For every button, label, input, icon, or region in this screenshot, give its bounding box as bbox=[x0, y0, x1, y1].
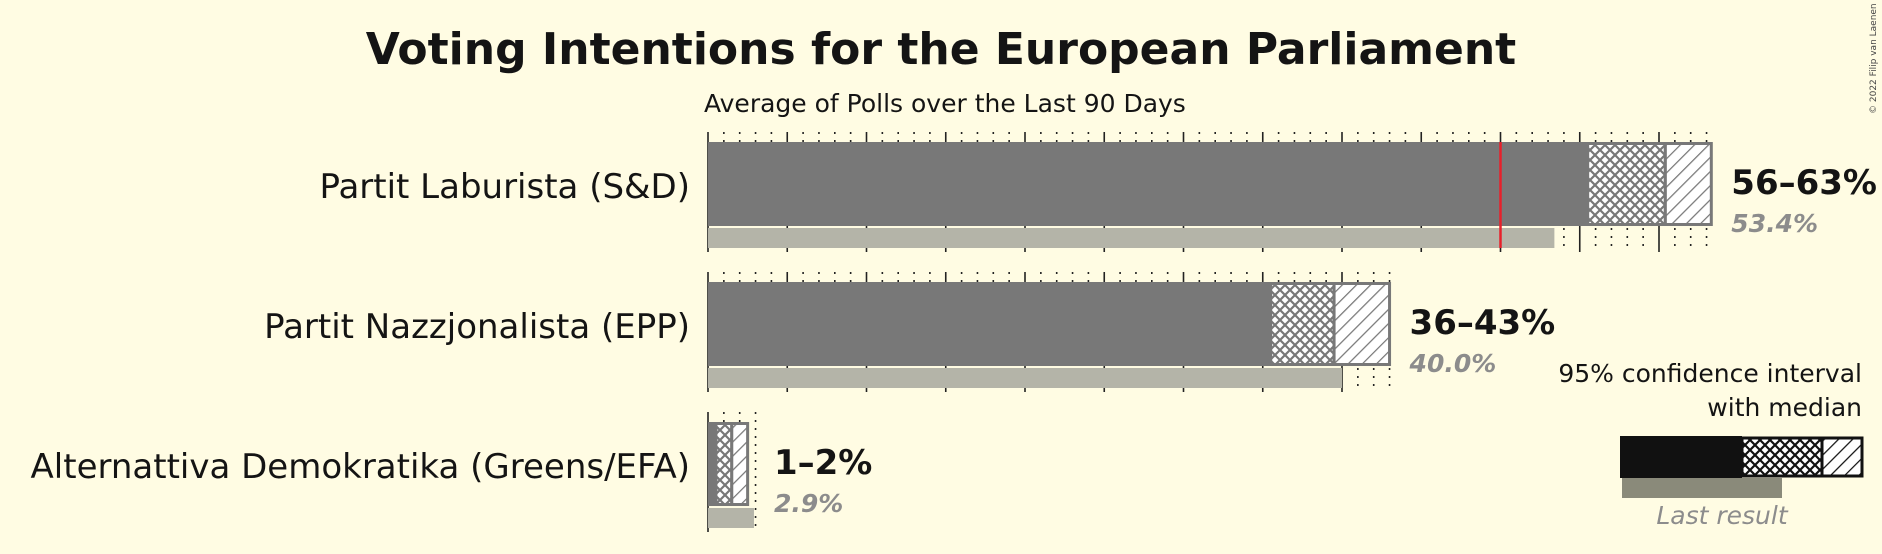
ci-upper-segment bbox=[730, 422, 750, 506]
ci-solid-bar bbox=[708, 282, 1271, 366]
copyright: © 2022 Filip van Laenen bbox=[1869, 3, 1879, 114]
range-label: 36–43% bbox=[1410, 303, 1556, 343]
bars bbox=[708, 142, 1713, 528]
last-result-bar bbox=[708, 368, 1342, 388]
legend-last-result-label: Last result bbox=[1656, 501, 1788, 530]
legend-interval-swatch bbox=[1620, 436, 1742, 478]
last-result-label: 2.9% bbox=[774, 489, 843, 518]
ci-lower-segment bbox=[1586, 142, 1667, 226]
party-label: Alternattiva Demokratika (Greens/EFA) bbox=[31, 447, 690, 487]
ci-lower-segment bbox=[1269, 282, 1336, 366]
ci-solid-bar bbox=[708, 142, 1588, 226]
range-label: 56–63% bbox=[1731, 163, 1877, 203]
legend-title-line1: 95% confidence interval bbox=[1558, 359, 1862, 388]
legend: 95% confidence interval with median Last… bbox=[1558, 359, 1864, 530]
ci-solid-bar bbox=[708, 422, 716, 506]
labels: Partit Laburista (S&D) 56–63% 53.4% Partit … bbox=[31, 163, 1877, 518]
last-result-label: 40.0% bbox=[1409, 349, 1497, 378]
party-label: Partit Nazzjonalista (EPP) bbox=[264, 307, 690, 347]
last-result-bar bbox=[708, 228, 1555, 248]
chart-subtitle: Average of Polls over the Last 90 Days bbox=[704, 89, 1186, 118]
ci-upper-segment bbox=[1663, 142, 1713, 226]
party-label: Partit Laburista (S&D) bbox=[319, 167, 690, 207]
ci-upper-segment bbox=[1332, 282, 1392, 366]
range-label: 1–2% bbox=[774, 443, 872, 483]
ci-lower-segment bbox=[714, 422, 734, 506]
legend-last-result-swatch bbox=[1622, 478, 1782, 498]
chart-title: Voting Intentions for the European Parli… bbox=[366, 24, 1516, 75]
last-result-label: 53.4% bbox=[1731, 209, 1818, 238]
last-result-bar bbox=[708, 508, 754, 528]
legend-hatch-swatch bbox=[1820, 436, 1864, 478]
legend-title-line2: with median bbox=[1707, 393, 1862, 422]
legend-crosshatch-swatch bbox=[1740, 436, 1824, 478]
